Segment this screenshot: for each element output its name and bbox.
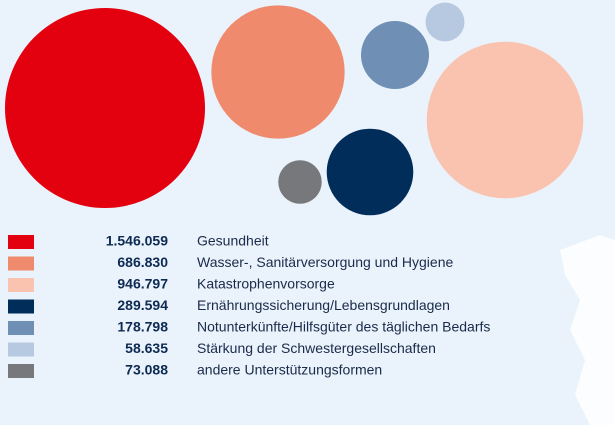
legend-label: Gesundheit (197, 233, 269, 249)
value-label: 686.830 (117, 254, 168, 270)
value-label: 58.635 (125, 340, 168, 356)
value-label: 289.594 (117, 297, 168, 313)
value-label: 946.797 (117, 276, 168, 292)
legend-label: Ernährungssicherung/Lebensgrundlagen (197, 297, 450, 313)
bubble (425, 2, 465, 42)
legend-swatch (8, 235, 34, 249)
legend-swatch (8, 299, 34, 314)
bubble (211, 5, 345, 139)
bubble (426, 41, 584, 199)
value-label: 1.546.059 (106, 233, 168, 249)
legend-swatch (8, 278, 34, 292)
bubble (326, 128, 414, 216)
bubble (360, 20, 430, 90)
legend-swatch (8, 364, 34, 378)
value-label: 73.088 (125, 362, 168, 378)
legend-label: Notunterkünfte/Hilfsgüter des täglichen … (197, 319, 490, 335)
legend-swatch (8, 321, 34, 335)
value-label: 178.798 (117, 319, 168, 335)
legend-swatch (8, 342, 34, 357)
legend-label: Wasser-, Sanitärversorgung und Hygiene (197, 254, 453, 270)
bubble (278, 160, 322, 204)
legend-label: Stärkung der Schwestergesellschaften (197, 340, 436, 356)
map-shape (560, 235, 615, 425)
legend-label: andere Unterstützungsformen (197, 362, 382, 378)
bubble (5, 8, 205, 208)
legend-swatch (8, 256, 34, 271)
legend-label: Katastrophenvorsorge (197, 276, 335, 292)
